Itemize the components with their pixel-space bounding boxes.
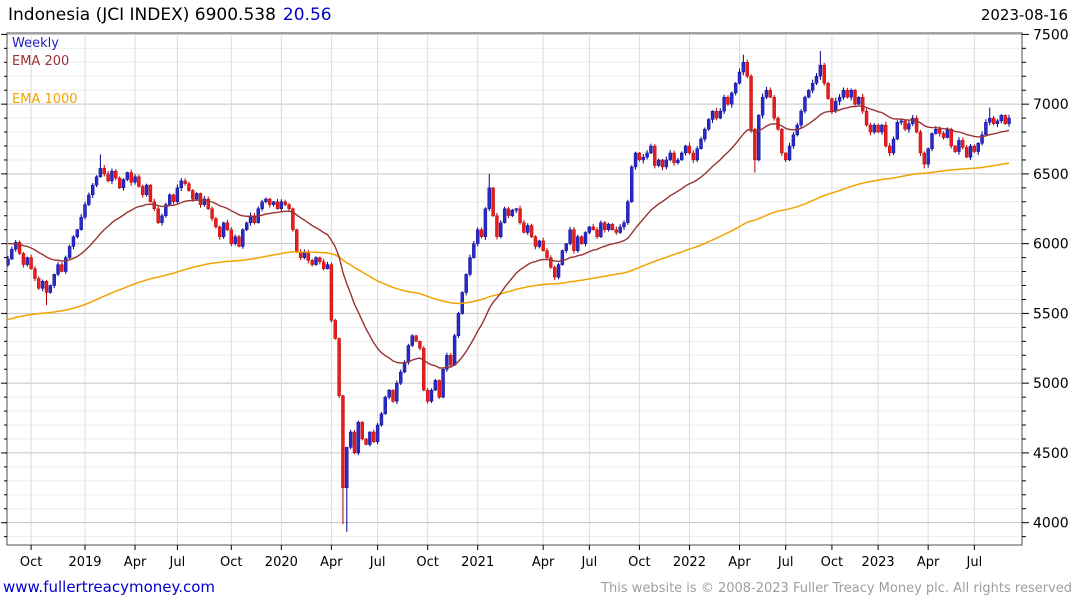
svg-text:2020: 2020 (265, 555, 298, 570)
svg-text:5500: 5500 (1033, 306, 1069, 322)
legend-ema-1000: EMA 1000 (12, 92, 78, 107)
svg-text:Oct: Oct (416, 555, 438, 570)
svg-text:Jul: Jul (966, 555, 983, 570)
svg-text:Jul: Jul (369, 555, 386, 570)
svg-text:6500: 6500 (1033, 167, 1069, 183)
svg-text:2021: 2021 (461, 555, 494, 570)
plot-grid (7, 33, 1022, 545)
svg-text:Oct: Oct (628, 555, 650, 570)
svg-text:Apr: Apr (917, 555, 940, 570)
svg-text:4500: 4500 (1033, 446, 1069, 462)
svg-text:Jul: Jul (581, 555, 598, 570)
copyright-text: This website is © 2008-2023 Fuller Treac… (601, 581, 1072, 596)
svg-text:2022: 2022 (673, 555, 706, 570)
svg-text:4000: 4000 (1033, 516, 1069, 532)
svg-text:Oct: Oct (20, 555, 42, 570)
svg-text:Jul: Jul (169, 555, 186, 570)
svg-text:Apr: Apr (728, 555, 751, 570)
svg-text:Apr: Apr (124, 555, 147, 570)
chart-date-label: 2023-08-16 (980, 6, 1068, 24)
page-title: Indonesia (JCI INDEX) 6900.538 20.56 (8, 5, 332, 25)
plot-border (6, 32, 1023, 546)
svg-text:7000: 7000 (1033, 97, 1069, 113)
x-axis: Oct 2019 Apr Jul Oct 2020 Apr Jul Oct 2021 Apr Jul O… (20, 545, 982, 570)
svg-text:6000: 6000 (1033, 237, 1069, 253)
svg-text:Oct: Oct (821, 555, 843, 570)
svg-text:5000: 5000 (1033, 376, 1069, 392)
instrument-title: Indonesia (JCI INDEX) 6900.538 (8, 5, 276, 25)
svg-text:2019: 2019 (68, 555, 101, 570)
y-axis: 4000 4500 5000 5500 6000 6500 7000 7500 (1, 27, 1069, 538)
legend-weekly: Weekly (12, 36, 59, 51)
svg-text:Apr: Apr (320, 555, 343, 570)
ema-200-line (7, 105, 1010, 369)
svg-text:7500: 7500 (1033, 27, 1069, 43)
svg-text:2023: 2023 (862, 555, 895, 570)
svg-text:Jul: Jul (777, 555, 794, 570)
candlestick-series (6, 51, 1011, 532)
ema-1000-line (7, 162, 1010, 321)
svg-text:Oct: Oct (220, 555, 242, 570)
price-change-value: 20.56 (282, 5, 332, 25)
legend-ema-200: EMA 200 (12, 54, 70, 69)
website-link[interactable]: www.fullertreacymoney.com (3, 578, 216, 596)
svg-text:Apr: Apr (532, 555, 555, 570)
